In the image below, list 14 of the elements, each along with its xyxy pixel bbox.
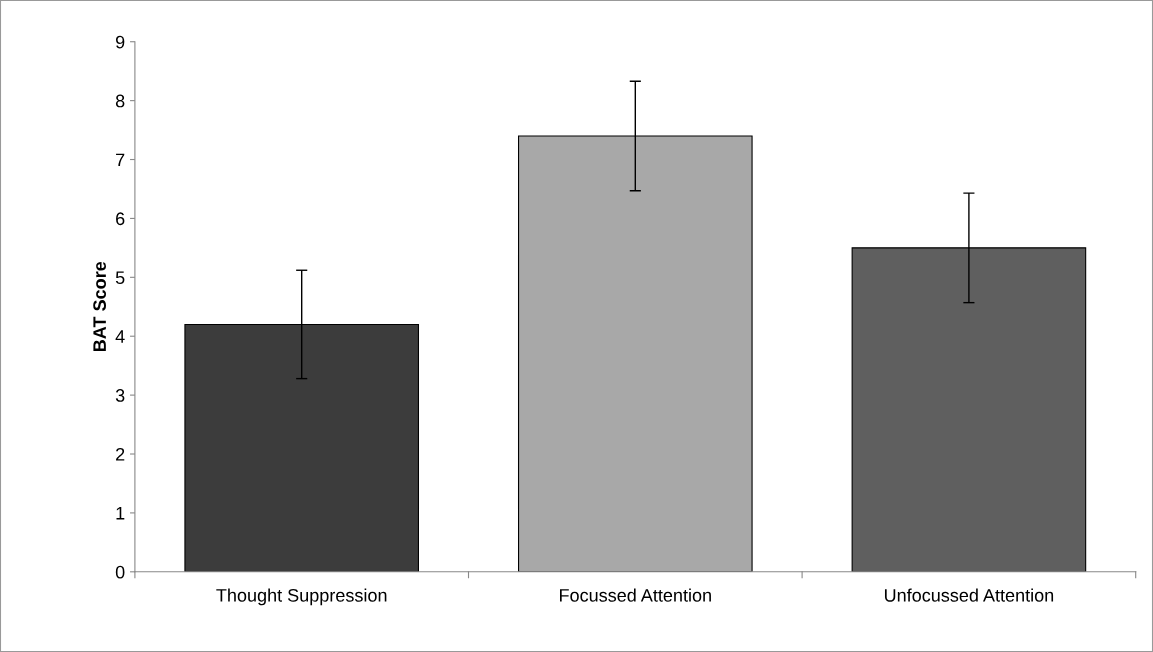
y-tick-label: 8	[115, 94, 125, 108]
y-tick-label: 1	[116, 507, 125, 520]
x-tick-label: Unfocussed Attention	[884, 588, 1054, 602]
y-tick-label: 2	[116, 447, 125, 461]
x-tick-label: Thought Suppression	[216, 588, 387, 606]
y-tick-label: 9	[115, 35, 125, 49]
y-tick-label: 3	[115, 389, 125, 402]
y-tick-label: 0	[115, 565, 125, 579]
y-tick-label: 5	[115, 271, 125, 285]
x-tick-label: Focussed Attention	[560, 588, 711, 602]
y-tick-label: 7	[116, 153, 125, 167]
y-axis-title: BAT Score	[93, 261, 107, 352]
y-tick-label: 6	[116, 212, 125, 226]
y-tick-label: 4	[115, 330, 125, 343]
